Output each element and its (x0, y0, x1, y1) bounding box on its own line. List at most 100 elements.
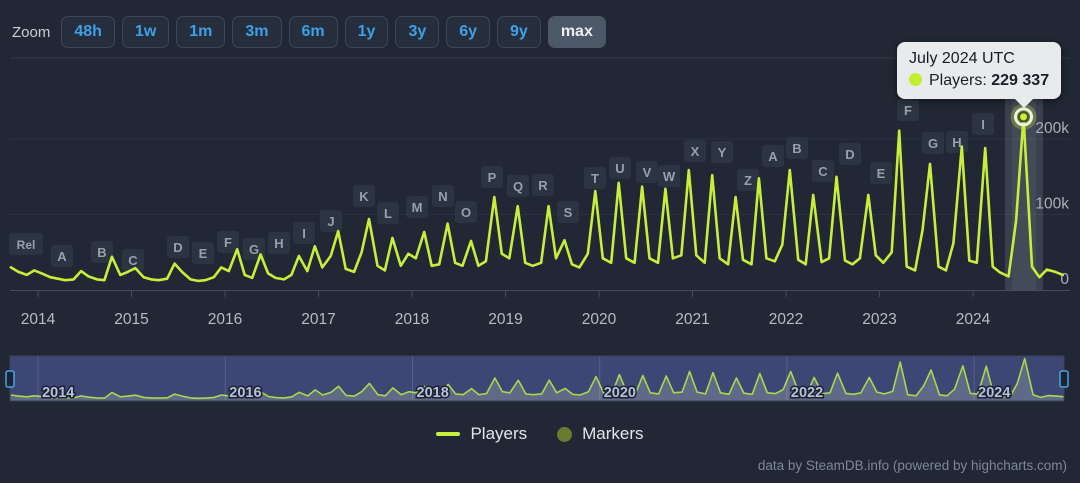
milestone-marker-label: W (663, 169, 676, 184)
zoom-button-max[interactable]: max (547, 16, 606, 48)
milestone-marker-C[interactable] (122, 249, 144, 271)
zoom-button-6m[interactable]: 6m (288, 16, 338, 48)
milestone-marker-Rel[interactable] (9, 233, 43, 255)
legend-item-markers[interactable]: Markers (557, 424, 644, 444)
tooltip-date: July 2024 UTC (909, 50, 1015, 67)
milestone-marker-I[interactable] (972, 113, 994, 135)
milestone-marker-G[interactable] (922, 132, 944, 154)
zoom-button-48h[interactable]: 48h (61, 16, 115, 48)
milestone-marker-A[interactable] (762, 145, 784, 167)
milestone-marker-J[interactable] (320, 210, 342, 232)
milestone-marker-label: G (928, 136, 938, 151)
milestone-marker-C[interactable] (812, 160, 834, 182)
milestone-marker-label: J (327, 214, 334, 229)
tooltip-players-row: Players: 229 337 (909, 72, 1049, 90)
milestone-marker-label: M (412, 200, 423, 215)
milestone-marker-N[interactable] (432, 185, 454, 207)
navigator-handle-left[interactable] (5, 370, 15, 388)
navigator-series-line (10, 357, 1065, 400)
zoom-range-toolbar: Zoom 48h 1w 1m 3m 6m 1y 3y 6y 9y max (12, 16, 606, 48)
milestone-marker-E[interactable] (870, 162, 892, 184)
milestone-marker-B[interactable] (91, 241, 113, 263)
milestone-marker-U[interactable] (609, 157, 631, 179)
milestone-marker-I[interactable] (293, 222, 315, 244)
milestone-marker-label: X (691, 144, 700, 159)
legend-item-players[interactable]: Players (436, 424, 527, 444)
milestone-marker-O[interactable] (455, 201, 477, 223)
players-series-dot-icon (909, 73, 922, 86)
milestone-marker-label: T (591, 171, 599, 186)
milestone-marker-label: Z (744, 173, 752, 188)
x-axis-label-2020: 2020 (582, 311, 617, 328)
milestone-marker-label: B (792, 141, 801, 156)
milestone-marker-E[interactable] (192, 242, 214, 264)
x-axis-label-2017: 2017 (301, 311, 335, 328)
milestone-marker-label: B (97, 245, 106, 260)
milestone-marker-label: C (818, 164, 828, 179)
zoom-button-1y[interactable]: 1y (344, 16, 389, 48)
milestone-marker-label: S (564, 205, 573, 220)
milestone-marker-Q[interactable] (507, 175, 529, 197)
milestone-marker-D[interactable] (167, 236, 189, 258)
x-axis-label-2021: 2021 (675, 311, 709, 328)
milestone-marker-label: R (538, 178, 548, 193)
milestone-marker-label: L (384, 206, 392, 221)
milestone-marker-Y[interactable] (711, 141, 733, 163)
milestone-marker-label: F (904, 103, 912, 118)
x-axis-label-2018: 2018 (395, 311, 429, 328)
players-swatch-icon (436, 432, 461, 436)
zoom-button-3y[interactable]: 3y (395, 16, 440, 48)
milestone-marker-S[interactable] (557, 201, 579, 223)
milestone-marker-label: U (615, 161, 624, 176)
x-axis-label-2014: 2014 (21, 311, 56, 328)
credits-link[interactable]: data by SteamDB.info (powered by highcha… (757, 458, 1067, 473)
milestone-marker-label: C (128, 253, 138, 268)
zoom-button-9y[interactable]: 9y (497, 16, 541, 48)
milestone-marker-B[interactable] (786, 137, 808, 159)
hover-marker-point (1018, 111, 1030, 123)
milestone-marker-L[interactable] (377, 202, 399, 224)
milestone-marker-F[interactable] (217, 231, 239, 253)
milestone-marker-T[interactable] (584, 167, 606, 189)
milestone-marker-label: A (768, 149, 778, 164)
zoom-button-6y[interactable]: 6y (446, 16, 491, 48)
navigator-label-2018: 2018 (417, 385, 449, 401)
milestone-marker-K[interactable] (353, 185, 375, 207)
zoom-button-1w[interactable]: 1w (121, 16, 170, 48)
milestone-marker-P[interactable] (481, 166, 503, 188)
milestone-marker-F[interactable] (897, 99, 919, 121)
x-axis-label-2019: 2019 (488, 311, 522, 328)
tooltip-players-value: 229 337 (991, 72, 1050, 89)
milestone-marker-label: E (877, 166, 886, 181)
milestone-marker-label: H (274, 236, 283, 251)
milestone-marker-H[interactable] (268, 232, 290, 254)
milestone-marker-X[interactable] (684, 140, 706, 162)
chart-tooltip: July 2024 UTC Players: 229 337 (897, 42, 1062, 108)
y-axis-label-200k: 200k (1035, 120, 1069, 137)
milestone-marker-label: E (199, 246, 208, 261)
navigator-handle-right[interactable] (1059, 370, 1069, 388)
milestone-marker-W[interactable] (658, 165, 680, 187)
x-axis-label-2015: 2015 (114, 311, 148, 328)
milestone-marker-label: K (359, 189, 369, 204)
legend-label: Markers (582, 424, 644, 443)
y-axis-label-0: 0 (1060, 271, 1069, 288)
milestone-marker-V[interactable] (636, 161, 658, 183)
milestone-marker-label: A (57, 249, 67, 264)
zoom-button-3m[interactable]: 3m (232, 16, 282, 48)
legend-label: Players (470, 424, 528, 443)
players-line-series[interactable] (9, 115, 1065, 283)
navigator-label-2022: 2022 (791, 385, 823, 401)
x-axis-label-2016: 2016 (208, 311, 242, 328)
milestone-marker-label: D (173, 240, 182, 255)
zoom-button-1m[interactable]: 1m (176, 16, 226, 48)
milestone-marker-Z[interactable] (737, 169, 759, 191)
milestone-marker-A[interactable] (51, 245, 73, 267)
milestone-marker-label: I (302, 226, 306, 241)
navigator-series-area (10, 358, 1064, 401)
milestone-marker-R[interactable] (532, 174, 554, 196)
milestone-marker-label: D (845, 147, 854, 162)
milestone-marker-M[interactable] (406, 196, 428, 218)
milestone-marker-D[interactable] (839, 143, 861, 165)
